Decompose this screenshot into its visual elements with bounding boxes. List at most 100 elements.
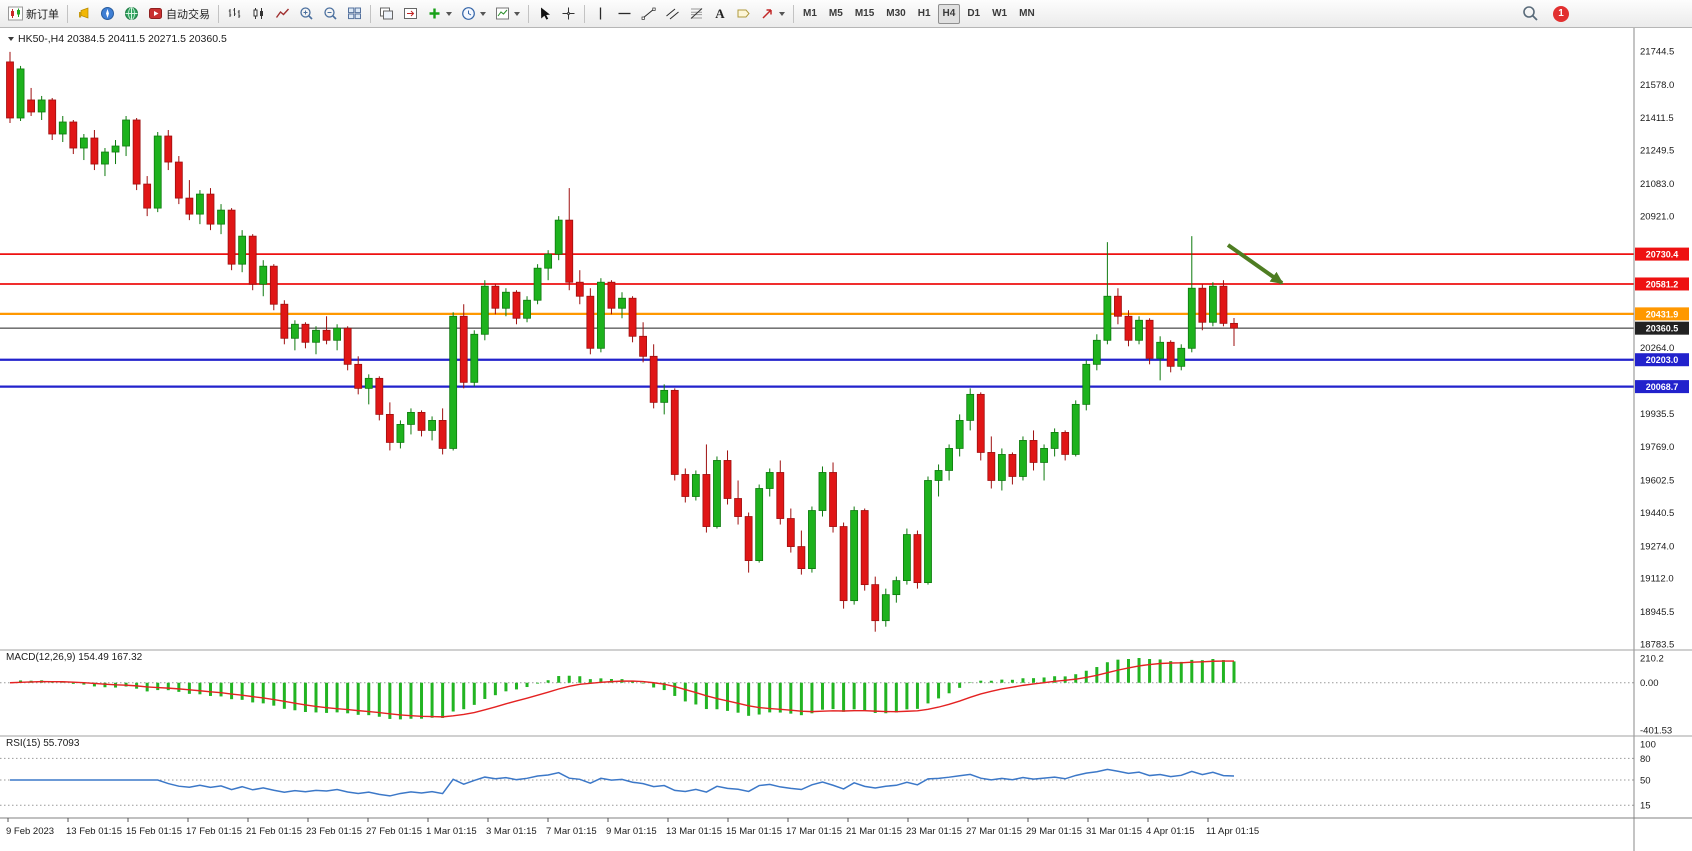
symbol-dropdown-icon[interactable] [8,37,14,41]
line-chart-button[interactable] [271,3,294,25]
candle-body [818,472,827,511]
text-button[interactable]: A [709,3,731,25]
candle-body [1092,339,1101,365]
rsi-line [10,768,1235,797]
timeframe-button-mn[interactable]: MN [1014,4,1040,24]
chevron-down-icon [514,11,520,16]
chart-canvas[interactable]: 21744.5 21578.0 21411.5 21249.5 21083.0 20921… [0,28,1692,851]
timeframe-button-m15[interactable]: M15 [850,4,879,24]
candle-body [1198,287,1207,323]
toolbar-separator [793,4,794,23]
navigator-icon [101,7,114,20]
navigator-button[interactable] [96,3,119,25]
terminal-button[interactable] [120,3,143,25]
candle-body [407,411,415,425]
candle-body [79,137,88,149]
arrows-button[interactable] [756,3,789,25]
candle-body [1071,403,1080,455]
candle-body [111,145,120,153]
toolbar-separator [370,4,371,23]
date-axis-label: 15 Mar 01:15 [726,826,782,837]
price-axis-label: 20921.0 [1640,211,1674,222]
zoom-in-icon [300,7,313,20]
candlestick-chart-button[interactable] [247,3,270,25]
candle-body [280,303,289,339]
price-tag [1635,307,1689,321]
new-order-button[interactable]: 新订单 [4,3,63,25]
candle-body [1230,322,1238,329]
arrange-windows-button[interactable] [375,3,398,25]
arrange-windows-icon [380,7,393,20]
timeframe-button-h1[interactable]: H1 [913,4,936,24]
new-order-label: 新订单 [26,8,59,21]
candle-body [829,472,837,527]
text-label-button[interactable] [732,3,755,25]
candle-body [966,393,975,421]
bar-chart-button[interactable] [223,3,246,25]
candle-body [976,393,985,453]
price-tag-label: 20581.2 [1646,279,1679,289]
timeframe-button-d1[interactable]: D1 [962,4,985,24]
text-label-icon [737,9,750,18]
chevron-down-icon [446,11,452,16]
indicators-button[interactable] [423,3,456,25]
timeframe-button-m1[interactable]: M1 [798,4,822,24]
vertical-line-icon [599,7,602,20]
candle-body [143,183,152,209]
autotrading-button[interactable]: 自动交易 [144,3,214,25]
trend-arrow-annotation[interactable] [1226,243,1284,285]
toolbar-separator [67,4,68,23]
candle-body [354,363,363,389]
cursor-button[interactable] [533,3,556,25]
periods-button[interactable] [457,3,490,25]
equidistant-channel-button[interactable] [661,3,684,25]
templates-button[interactable] [491,3,524,25]
timeframe-button-w1[interactable]: W1 [987,4,1012,24]
candle-body [755,488,764,561]
price-tag [1635,380,1689,394]
price-axis-label: 19769.0 [1640,442,1674,453]
candle-body [544,253,553,269]
trendline-button[interactable] [637,3,660,25]
vertical-line-button[interactable] [589,3,612,25]
crosshair-button[interactable] [557,3,580,25]
zoom-out-button[interactable] [319,3,342,25]
horizontal-line-button[interactable] [613,3,636,25]
candle-body [1050,432,1059,449]
chevron-down-icon [480,11,486,16]
candle-body [248,235,257,285]
candle-body [343,327,352,365]
candle-body [765,472,774,489]
date-axis-label: 23 Mar 01:15 [906,826,962,837]
price-axis[interactable] [1634,28,1692,851]
notification-badge[interactable]: 1 [1553,5,1569,22]
candle-body [428,419,436,431]
market-watch-icon [79,7,89,19]
price-axis-label: 19112.0 [1640,574,1674,585]
search-button[interactable] [1518,3,1543,25]
bar-chart-icon [228,8,241,18]
candle-body [1029,440,1038,463]
terminal-icon [125,7,138,20]
tile-windows-icon [348,7,361,20]
chart-shift-button[interactable] [399,3,422,25]
autotrading-icon [149,8,162,19]
candle-body [480,285,489,335]
timeframe-button-m5[interactable]: M5 [824,4,848,24]
market-watch-button[interactable] [72,3,95,25]
fibonacci-button[interactable] [685,3,708,25]
chevron-down-icon [779,11,785,16]
price-tag-label: 20068.7 [1646,382,1679,392]
date-axis-label: 13 Feb 01:15 [66,826,122,837]
tile-windows-button[interactable] [343,3,366,25]
timeframe-button-h4[interactable]: H4 [937,3,961,24]
rsi-axis-label: 15 [1640,801,1651,812]
timeframe-button-m30[interactable]: M30 [881,4,910,24]
candle-body [913,534,922,584]
candle-body [69,121,78,149]
price-axis-label: 21249.5 [1640,146,1674,157]
macd-signal-line [9,660,1235,718]
arrows-icon [762,9,772,19]
zoom-in-button[interactable] [295,3,318,25]
candle-body [713,460,721,527]
